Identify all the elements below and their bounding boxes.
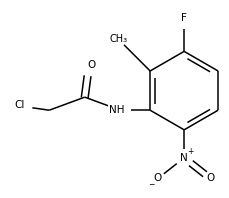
Text: NH: NH xyxy=(108,105,124,115)
Text: +: + xyxy=(186,147,193,156)
Text: N: N xyxy=(180,153,187,163)
Text: F: F xyxy=(180,13,186,23)
Text: Cl: Cl xyxy=(14,100,25,110)
Text: O: O xyxy=(153,173,161,183)
Text: O: O xyxy=(205,173,213,183)
Text: −: − xyxy=(148,180,154,189)
Text: O: O xyxy=(87,60,95,70)
Text: CH₃: CH₃ xyxy=(109,34,127,44)
